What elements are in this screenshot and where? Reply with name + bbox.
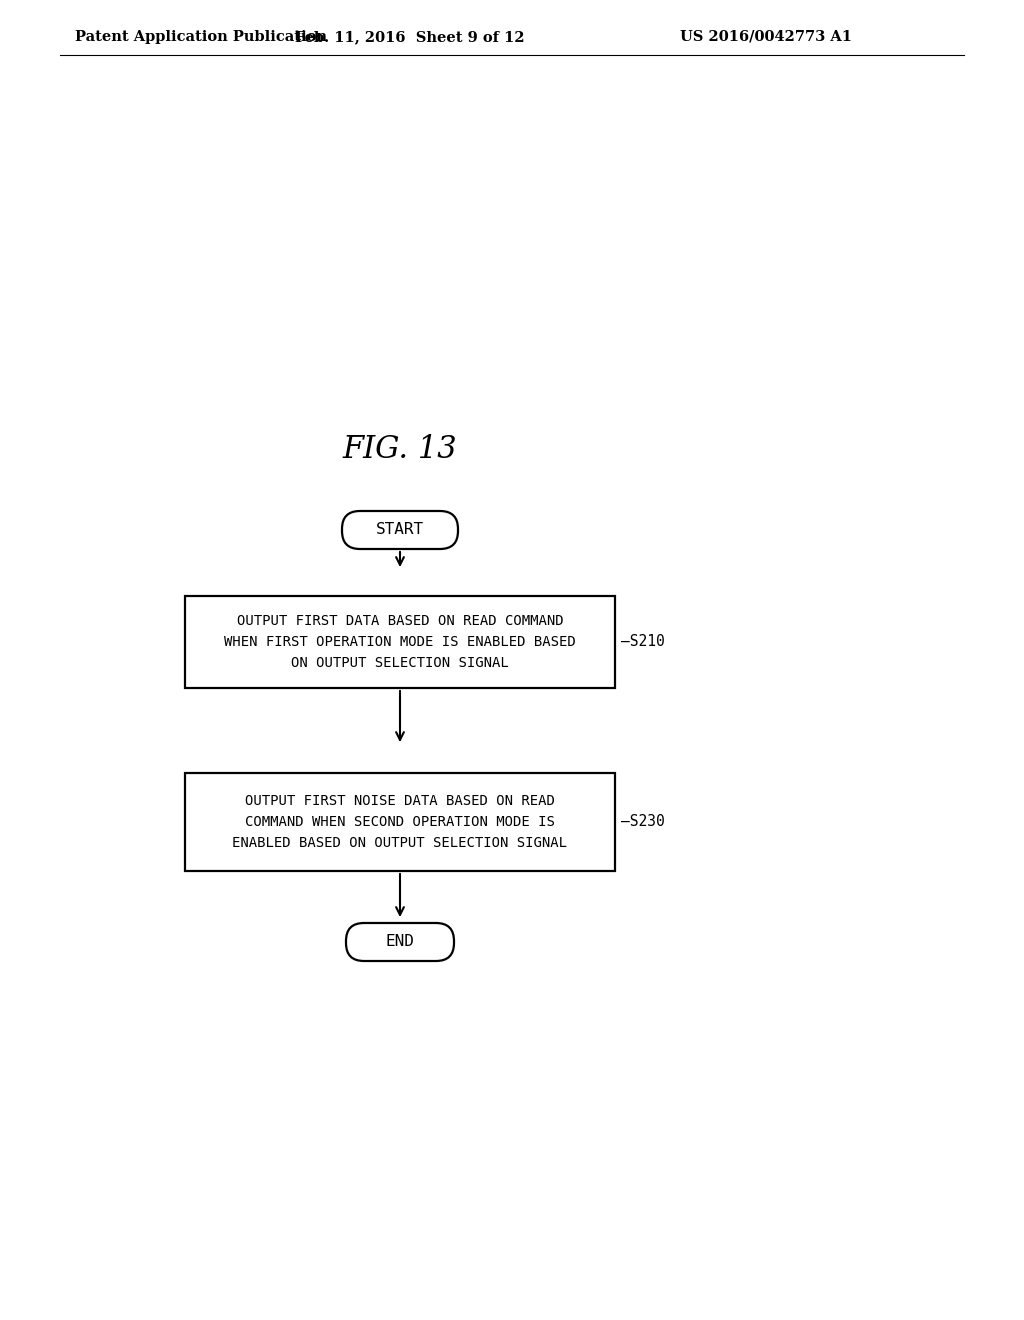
Text: US 2016/0042773 A1: US 2016/0042773 A1 [680, 30, 852, 44]
Text: COMMAND WHEN SECOND OPERATION MODE IS: COMMAND WHEN SECOND OPERATION MODE IS [245, 814, 555, 829]
Text: ENABLED BASED ON OUTPUT SELECTION SIGNAL: ENABLED BASED ON OUTPUT SELECTION SIGNAL [232, 836, 567, 850]
FancyBboxPatch shape [342, 511, 458, 549]
Text: —S230: —S230 [621, 814, 665, 829]
Text: Patent Application Publication: Patent Application Publication [75, 30, 327, 44]
Text: Feb. 11, 2016  Sheet 9 of 12: Feb. 11, 2016 Sheet 9 of 12 [295, 30, 525, 44]
Text: —S210: —S210 [621, 635, 665, 649]
Text: ON OUTPUT SELECTION SIGNAL: ON OUTPUT SELECTION SIGNAL [291, 656, 509, 671]
Text: OUTPUT FIRST NOISE DATA BASED ON READ: OUTPUT FIRST NOISE DATA BASED ON READ [245, 795, 555, 808]
Text: FIG. 13: FIG. 13 [343, 434, 458, 466]
Text: WHEN FIRST OPERATION MODE IS ENABLED BASED: WHEN FIRST OPERATION MODE IS ENABLED BAS… [224, 635, 575, 649]
Text: OUTPUT FIRST DATA BASED ON READ COMMAND: OUTPUT FIRST DATA BASED ON READ COMMAND [237, 614, 563, 628]
FancyBboxPatch shape [346, 923, 454, 961]
FancyBboxPatch shape [185, 597, 615, 688]
FancyBboxPatch shape [185, 774, 615, 871]
Text: START: START [376, 523, 424, 537]
Text: END: END [386, 935, 415, 949]
